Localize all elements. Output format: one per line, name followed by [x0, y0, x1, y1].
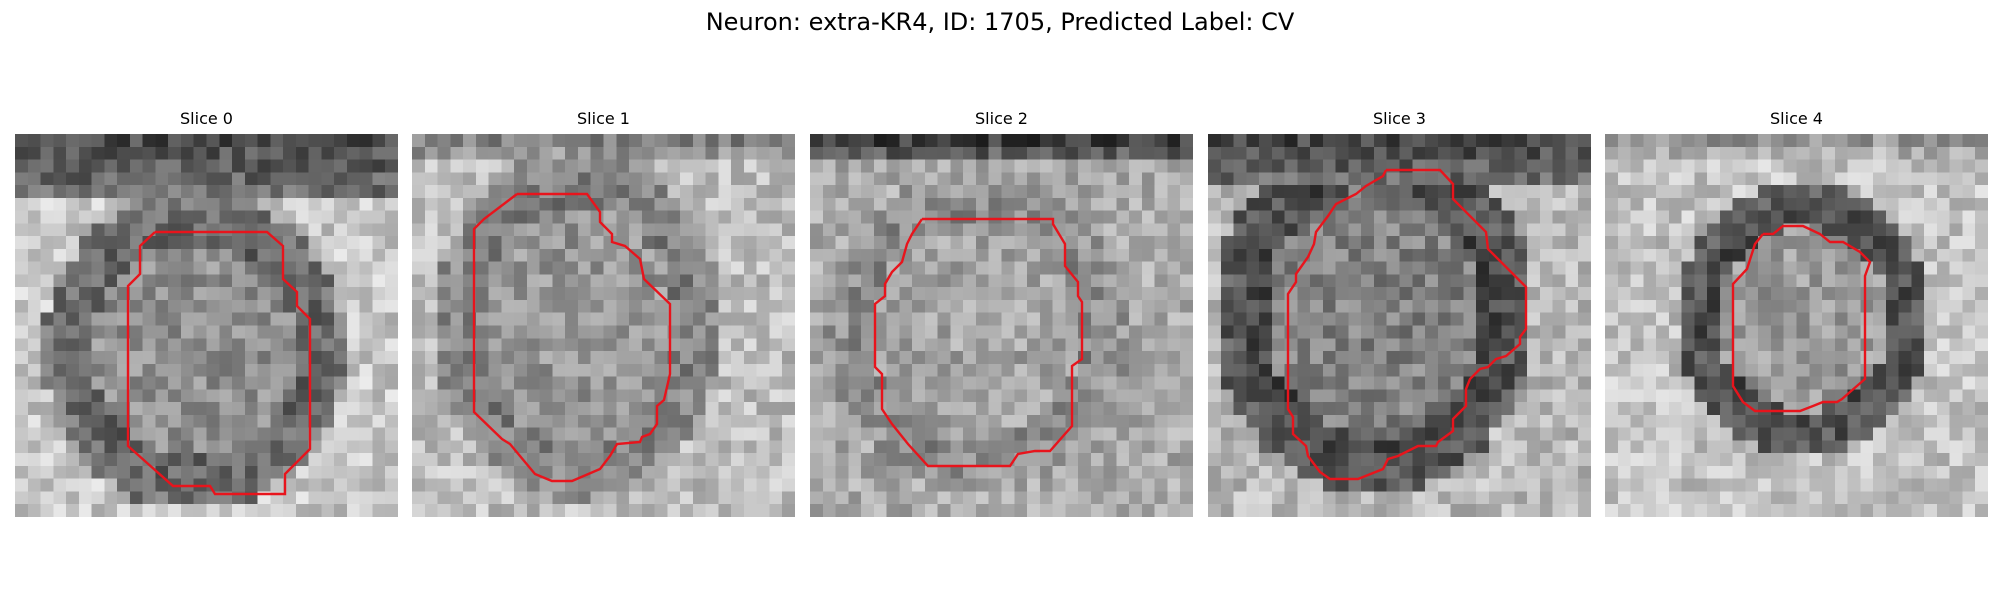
grayscale-micrograph-4: [1605, 134, 1988, 517]
cell-contour-1: [472, 192, 672, 483]
contour-line-2: [873, 217, 1084, 468]
contour-line-1: [472, 192, 672, 483]
contour-line-4: [1731, 224, 1872, 413]
grayscale-micrograph-0: [15, 134, 398, 517]
contour-line-3: [1286, 168, 1528, 481]
cell-contour-4: [1731, 224, 1872, 413]
slice-panel-3: Slice 3: [1208, 110, 1591, 517]
cell-contour-3: [1286, 168, 1528, 481]
slice-title-1: Slice 1: [577, 109, 630, 128]
slice-image-1: [412, 134, 795, 517]
slice-panel-2: Slice 2: [810, 110, 1193, 517]
slice-title-4: Slice 4: [1770, 109, 1823, 128]
grayscale-micrograph-1: [412, 134, 795, 517]
slice-title-2: Slice 2: [975, 109, 1028, 128]
slice-image-3: [1208, 134, 1591, 517]
slice-panel-4: Slice 4: [1605, 110, 1988, 517]
slice-panel-0: Slice 0: [15, 110, 398, 517]
figure-title: Neuron: extra-KR4, ID: 1705, Predicted L…: [705, 8, 1295, 36]
slice-title-0: Slice 0: [180, 109, 233, 128]
contour-line-0: [126, 230, 312, 496]
cell-contour-2: [873, 217, 1084, 468]
slice-image-4: [1605, 134, 1988, 517]
cell-contour-0: [126, 230, 312, 496]
slice-panel-1: Slice 1: [412, 110, 795, 517]
slice-image-2: [810, 134, 1193, 517]
slice-image-0: [15, 134, 398, 517]
slice-title-3: Slice 3: [1373, 109, 1426, 128]
